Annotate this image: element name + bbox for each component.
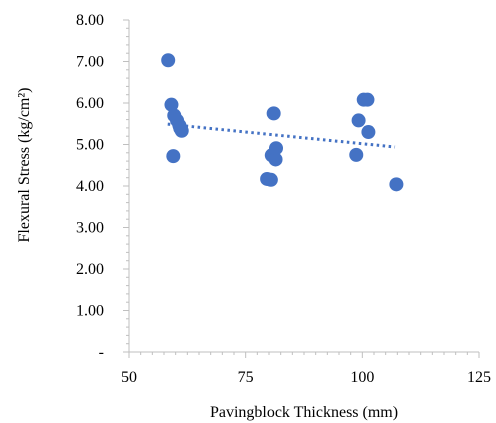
y-axis-title: Flexural Stress (kg/cm²) bbox=[16, 88, 33, 243]
x-tick-label: 75 bbox=[238, 369, 254, 386]
data-point bbox=[263, 172, 278, 187]
trendline bbox=[167, 122, 396, 149]
x-axis: 50 75 100 125 bbox=[121, 351, 491, 386]
y-tick-label: 4.00 bbox=[76, 178, 104, 195]
x-tick-label: 125 bbox=[467, 369, 491, 386]
data-point bbox=[174, 123, 189, 138]
data-point bbox=[351, 113, 366, 128]
data-point bbox=[268, 152, 283, 167]
y-tick-label: 6.00 bbox=[76, 95, 104, 112]
data-point bbox=[164, 97, 179, 112]
y-tick-label: 7.00 bbox=[76, 54, 104, 71]
y-axis: - 1.00 2.00 3.00 4.00 5.00 6.00 7.00 8.00 bbox=[76, 12, 130, 361]
y-tick-label: 5.00 bbox=[76, 137, 104, 154]
data-point bbox=[161, 53, 176, 68]
trendline-layer bbox=[167, 122, 396, 149]
y-tick-label: 2.00 bbox=[76, 261, 104, 278]
data-point bbox=[266, 106, 281, 121]
data-point bbox=[389, 177, 404, 192]
data-points bbox=[161, 53, 404, 192]
y-tick-label: 3.00 bbox=[76, 220, 104, 237]
data-point bbox=[269, 141, 283, 156]
data-point bbox=[349, 147, 364, 162]
data-point bbox=[360, 92, 375, 107]
x-tick-label: 50 bbox=[121, 369, 137, 386]
x-axis-title: Pavingblock Thickness (mm) bbox=[210, 404, 398, 421]
data-point bbox=[166, 149, 181, 164]
y-tick-label: 8.00 bbox=[76, 12, 104, 29]
x-tick-label: 100 bbox=[350, 369, 374, 386]
y-tick-label: - bbox=[99, 344, 104, 361]
y-tick-label: 1.00 bbox=[76, 303, 104, 320]
data-point bbox=[361, 125, 376, 140]
